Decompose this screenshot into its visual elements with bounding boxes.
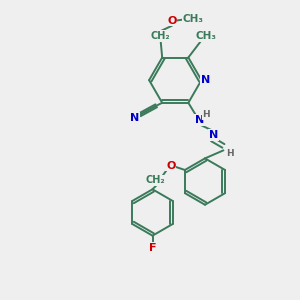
Text: N: N [201,75,211,85]
Text: N: N [195,115,204,125]
Text: CH₂: CH₂ [151,31,170,41]
Text: F: F [149,243,156,253]
Text: CH₂: CH₂ [146,176,165,185]
Text: O: O [167,16,177,26]
Text: H: H [226,149,234,158]
Text: N: N [130,113,139,123]
Text: N: N [209,130,218,140]
Text: H: H [202,110,210,119]
Text: O: O [166,160,176,170]
Text: CH₃: CH₃ [196,31,217,41]
Text: CH₃: CH₃ [182,14,203,24]
